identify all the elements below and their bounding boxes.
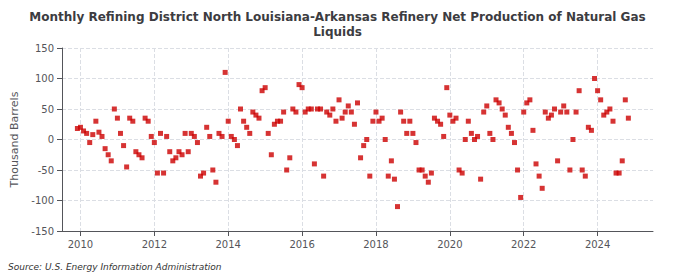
svg-text:2024: 2024	[585, 239, 610, 250]
svg-text:2018: 2018	[363, 239, 388, 250]
svg-text:150: 150	[35, 43, 54, 54]
svg-text:-100: -100	[31, 195, 54, 206]
svg-text:2016: 2016	[289, 239, 314, 250]
svg-text:-50: -50	[38, 165, 54, 176]
svg-text:100: 100	[35, 73, 54, 84]
svg-text:Thousand Barrels: Thousand Barrels	[8, 91, 21, 188]
svg-text:Liquids: Liquids	[313, 25, 362, 39]
svg-text:0: 0	[48, 134, 54, 145]
svg-text:-150: -150	[31, 226, 54, 237]
svg-text:50: 50	[41, 104, 54, 115]
svg-text:2010: 2010	[68, 239, 93, 250]
svg-text:2020: 2020	[437, 239, 462, 250]
svg-text:2022: 2022	[511, 239, 536, 250]
svg-text:Source: U.S. Energy Informatio: Source: U.S. Energy Information Administ…	[8, 262, 222, 272]
svg-text:2014: 2014	[215, 239, 240, 250]
svg-text:2012: 2012	[142, 239, 167, 250]
svg-text:Monthly Refining District Nort: Monthly Refining District North Louisian…	[29, 10, 645, 24]
